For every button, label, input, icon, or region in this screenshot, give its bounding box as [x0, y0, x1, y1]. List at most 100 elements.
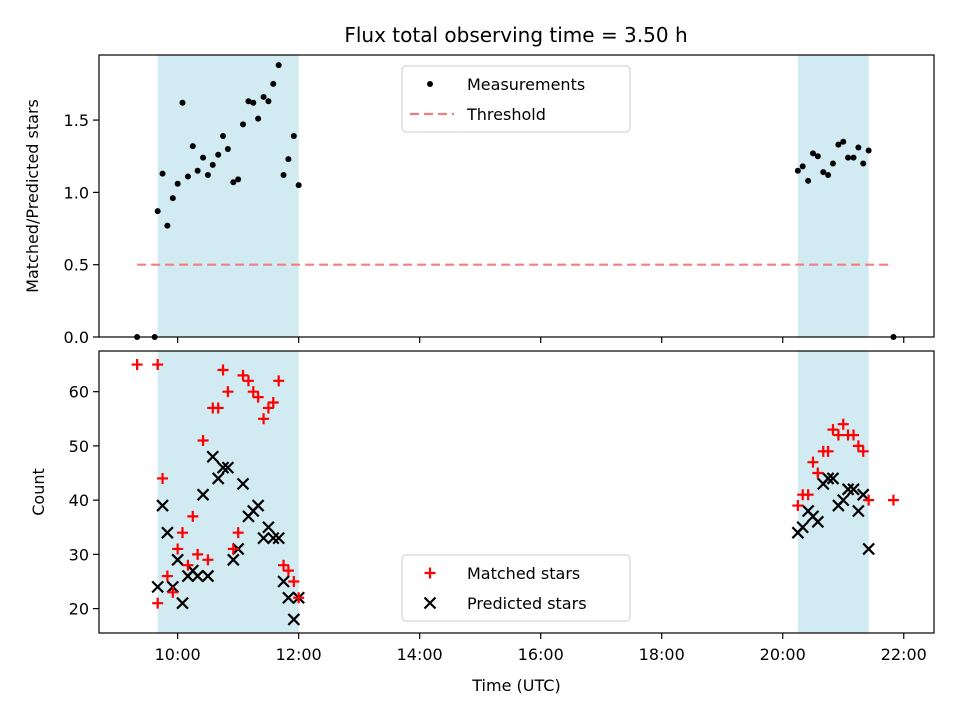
matched-star-point	[222, 386, 234, 398]
legend-box	[401, 554, 631, 622]
predicted-star-point	[272, 531, 285, 545]
observing-window-shade	[797, 55, 869, 337]
legend-box	[401, 65, 631, 133]
matched-star-point	[177, 527, 188, 539]
matched-star-point	[232, 527, 244, 539]
predicted-star-point	[176, 596, 189, 610]
measurement-point	[204, 172, 211, 179]
matched-star-point	[182, 559, 194, 571]
matched-star-point	[172, 543, 184, 555]
matched-star-point	[293, 592, 305, 604]
matched-star-point	[252, 391, 264, 403]
y-tick-label: 0.5	[64, 256, 89, 275]
predicted-star-point	[811, 515, 825, 529]
measurement-point	[220, 132, 227, 139]
measurement-point	[845, 154, 852, 161]
measurement-point	[245, 98, 252, 105]
predicted-star-point	[251, 499, 265, 512]
matched-star-point	[852, 440, 864, 452]
matched-star-point	[887, 494, 899, 506]
count-legend: Matched stars Predicted stars	[401, 554, 631, 622]
count-panel-frame	[98, 350, 935, 634]
matched-star-point	[157, 472, 169, 484]
matched-star-point	[258, 413, 270, 425]
measurement-point	[215, 151, 222, 158]
y-tick-label: 40	[69, 491, 89, 510]
measurement-point	[865, 147, 872, 154]
matched-star-point	[288, 575, 300, 587]
legend-measurements-label: Measurements	[467, 75, 585, 94]
matched-star-point	[242, 375, 254, 387]
predicted-star-point	[836, 493, 850, 507]
predicted-star-point	[862, 542, 875, 556]
measurement-point	[794, 167, 801, 174]
measurement-point	[814, 153, 821, 160]
predicted-star-point	[221, 461, 235, 474]
measurement-point	[224, 146, 231, 152]
measurement-point	[265, 98, 272, 105]
measurement-point	[820, 169, 827, 176]
measurement-point	[850, 154, 857, 161]
matched-star-point	[152, 359, 164, 371]
matched-star-point	[822, 445, 834, 457]
measurement-point	[194, 167, 201, 174]
measurement-point	[240, 121, 247, 128]
matched-star-point	[131, 359, 143, 371]
matched-star-point	[192, 548, 204, 560]
matched-star-point	[273, 375, 285, 387]
matched-star-point	[227, 543, 239, 555]
predicted-star-point	[257, 531, 270, 545]
measurement-point	[184, 173, 191, 180]
matched-star-point	[863, 494, 875, 506]
matched-star-point	[187, 510, 199, 522]
predicted-star-point	[171, 553, 184, 567]
measurement-point	[825, 172, 832, 179]
chart-title: Flux total observing time = 3.50 h	[344, 23, 687, 47]
predicted-star-point	[796, 520, 809, 534]
ratio-panel-frame	[98, 54, 935, 338]
legend-threshold-label: Threshold	[466, 105, 546, 124]
measurement-point	[270, 80, 277, 87]
matched-star-point	[167, 586, 179, 598]
measurement-point	[230, 179, 237, 186]
measurement-point	[164, 222, 171, 229]
measurement-point	[290, 132, 297, 139]
y-tick-label: 1.0	[64, 183, 89, 202]
x-tick-label: 12:00	[276, 645, 322, 664]
matched-star-point	[812, 467, 824, 479]
observing-window-shade	[157, 351, 299, 633]
count-panel: 20 30 40 50 60 10:00 12:00 14:00 16:00 18:00 20:0…	[29, 350, 935, 695]
matched-star-point	[217, 364, 229, 376]
ratio-y-axis-label: Matched/Predicted stars	[23, 99, 42, 293]
matched-star-point	[278, 559, 290, 571]
measurement-point	[809, 150, 816, 157]
matched-star-point	[212, 402, 224, 414]
matched-star-point	[247, 386, 259, 398]
legend-matched-label: Matched stars	[467, 564, 580, 583]
measurement-point	[154, 208, 161, 215]
matched-star-point	[267, 397, 279, 409]
x-tick-label: 22:00	[881, 645, 927, 664]
predicted-star-point	[841, 483, 855, 496]
predicted-star-point	[856, 488, 870, 501]
y-tick-label: 20	[69, 600, 89, 619]
x-tick-label: 16:00	[518, 645, 564, 664]
matched-star-point	[802, 489, 814, 501]
predicted-star-point	[206, 450, 220, 464]
measurement-point	[860, 160, 867, 167]
measurement-point	[855, 144, 862, 151]
matched-star-point	[197, 434, 209, 446]
predicted-star-point	[156, 499, 169, 512]
measurement-point	[295, 182, 302, 189]
x-tick-label: 14:00	[397, 645, 443, 664]
predicted-star-point	[196, 488, 210, 501]
measurement-point	[275, 62, 282, 69]
matched-star-point	[237, 369, 249, 381]
y-tick-label: 30	[69, 545, 89, 564]
observing-window-shade	[157, 55, 299, 337]
measurement-point	[159, 170, 166, 177]
legend-predicted-marker	[423, 596, 437, 610]
measurement-point	[285, 156, 292, 163]
x-tick-label: 20:00	[760, 645, 806, 664]
